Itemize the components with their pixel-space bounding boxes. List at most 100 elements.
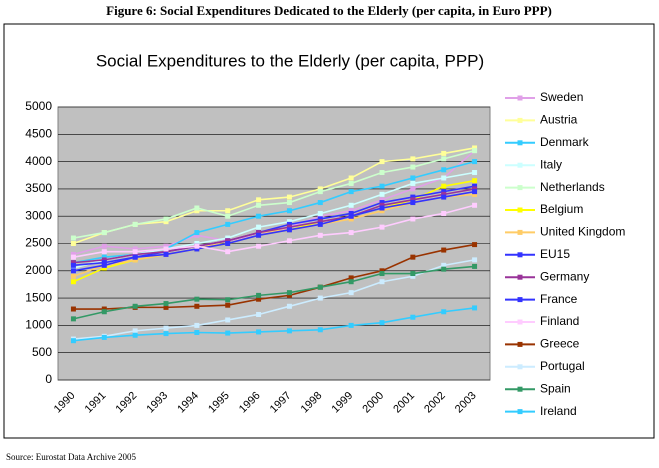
point-marker <box>441 175 447 181</box>
point-marker <box>70 254 76 260</box>
point-marker <box>256 202 262 208</box>
point-marker <box>472 178 478 184</box>
point-marker <box>379 268 385 274</box>
y-tick-label: 5000 <box>25 99 52 113</box>
legend-marker <box>517 386 523 392</box>
point-marker <box>163 219 169 225</box>
point-marker <box>163 325 169 331</box>
source: Source: Eurostat Data Archive 2005 <box>6 452 136 462</box>
point-marker <box>441 309 447 315</box>
legend-marker <box>517 162 523 168</box>
point-marker <box>441 150 447 156</box>
point-marker <box>317 216 323 222</box>
point-marker <box>379 320 385 326</box>
point-marker <box>101 254 107 260</box>
point-marker <box>441 210 447 216</box>
point-marker <box>225 249 231 255</box>
point-marker <box>256 224 262 230</box>
point-marker <box>348 275 354 281</box>
series-line <box>73 243 475 310</box>
series-line <box>73 188 475 264</box>
legend-label: Netherlands <box>540 180 605 194</box>
point-marker <box>256 311 262 317</box>
point-marker <box>472 202 478 208</box>
point-marker <box>410 175 416 181</box>
point-marker <box>348 230 354 236</box>
point-marker <box>163 304 169 310</box>
legend-label: EU15 <box>540 247 570 261</box>
legend-label: Spain <box>540 381 571 395</box>
point-marker <box>70 279 76 285</box>
point-marker <box>348 279 354 285</box>
point-marker <box>348 175 354 181</box>
legend-label: Greece <box>540 337 580 351</box>
series-line <box>73 190 475 267</box>
point-marker <box>194 296 200 302</box>
y-tick-label: 3000 <box>25 208 52 222</box>
point-marker <box>132 249 138 255</box>
point-marker <box>379 271 385 277</box>
point-marker <box>225 208 231 214</box>
point-marker <box>101 249 107 255</box>
point-marker <box>225 238 231 244</box>
point-marker <box>472 257 478 263</box>
point-marker <box>379 208 385 214</box>
point-marker <box>163 243 169 249</box>
point-marker <box>286 221 292 227</box>
point-marker <box>410 254 416 260</box>
point-marker <box>163 331 169 337</box>
point-marker <box>441 156 447 162</box>
point-marker <box>101 243 107 249</box>
point-marker <box>101 334 107 340</box>
point-marker <box>101 257 107 263</box>
point-marker <box>379 159 385 165</box>
point-marker <box>256 197 262 203</box>
point-marker <box>70 306 76 312</box>
point-marker <box>441 266 447 272</box>
point-marker <box>70 235 76 241</box>
point-marker <box>348 213 354 219</box>
point-marker <box>410 216 416 222</box>
point-marker <box>317 284 323 290</box>
legend-marker <box>517 409 523 415</box>
point-marker <box>317 219 323 225</box>
point-marker <box>70 251 76 257</box>
point-marker <box>286 290 292 296</box>
legend-label: Austria <box>540 113 578 127</box>
point-marker <box>441 191 447 197</box>
point-marker <box>317 213 323 219</box>
point-marker <box>101 309 107 315</box>
point-marker <box>472 191 478 197</box>
point-marker <box>317 221 323 227</box>
point-marker <box>410 271 416 277</box>
legend-marker <box>517 140 523 146</box>
series-line <box>73 265 475 320</box>
point-marker <box>410 194 416 200</box>
series-line <box>73 307 475 342</box>
point-marker <box>132 257 138 263</box>
point-marker <box>348 216 354 222</box>
point-marker <box>317 327 323 333</box>
figure-caption: Figure 6: Social Expenditures Dedicated … <box>106 3 552 18</box>
point-marker <box>410 186 416 192</box>
point-marker <box>194 208 200 214</box>
point-marker <box>410 164 416 170</box>
point-marker <box>132 303 138 309</box>
point-marker <box>163 216 169 222</box>
point-marker <box>70 273 76 279</box>
point-marker <box>410 314 416 320</box>
point-marker <box>225 297 231 303</box>
point-marker <box>286 238 292 244</box>
point-marker <box>132 254 138 260</box>
point-marker <box>410 200 416 206</box>
point-marker <box>410 180 416 186</box>
point-marker <box>132 332 138 338</box>
point-marker <box>348 180 354 186</box>
point-marker <box>317 210 323 216</box>
point-marker <box>70 338 76 344</box>
point-marker <box>256 296 262 302</box>
series-line <box>73 204 475 258</box>
point-marker <box>286 219 292 225</box>
point-marker <box>472 148 478 154</box>
